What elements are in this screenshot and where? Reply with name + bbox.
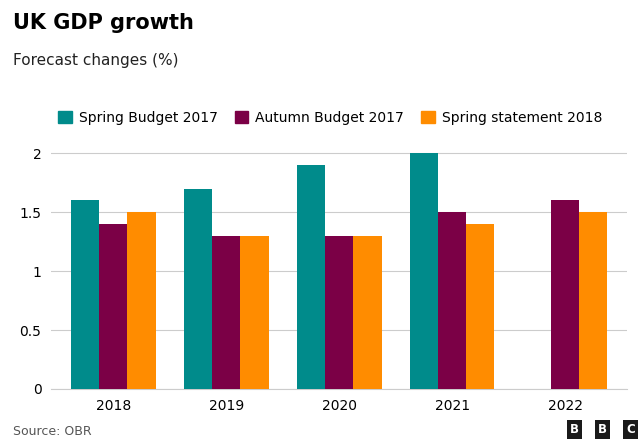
Text: B: B — [570, 423, 579, 436]
Bar — [71, 200, 99, 389]
Bar — [241, 236, 269, 389]
Text: B: B — [598, 423, 607, 436]
Bar — [99, 224, 127, 389]
Legend: Spring Budget 2017, Autumn Budget 2017, Spring statement 2018: Spring Budget 2017, Autumn Budget 2017, … — [58, 110, 602, 125]
Bar — [127, 212, 156, 389]
Bar — [297, 165, 325, 389]
Bar — [184, 189, 212, 389]
Text: C: C — [626, 423, 635, 436]
Bar — [438, 212, 467, 389]
Bar — [353, 236, 381, 389]
Bar — [410, 153, 438, 389]
Bar — [467, 224, 495, 389]
Bar — [212, 236, 241, 389]
Bar — [551, 200, 579, 389]
Text: Source: OBR: Source: OBR — [13, 425, 92, 438]
Text: UK GDP growth: UK GDP growth — [13, 13, 194, 33]
Text: Forecast changes (%): Forecast changes (%) — [13, 53, 179, 68]
Bar — [325, 236, 353, 389]
Bar — [579, 212, 607, 389]
